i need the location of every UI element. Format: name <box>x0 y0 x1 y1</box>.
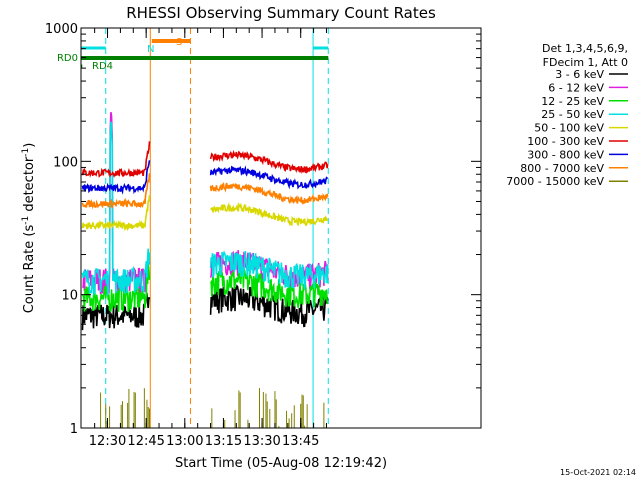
y-axis-label-end: ) <box>22 143 37 148</box>
y-tick-label-1: 1 <box>70 422 78 437</box>
series-100-300-keV <box>81 141 329 178</box>
y-tick-label-1000: 1000 <box>45 22 78 37</box>
series-25-50-keV <box>81 121 329 297</box>
y-tick-label-10: 10 <box>61 289 78 304</box>
x-axis-label: Start Time (05-Aug-08 12:19:42) <box>175 456 387 471</box>
axes: 1 10 100 1000 12:30 12:45 13:00 13:15 13:30 13:45 <box>45 22 482 449</box>
series-7000-15000-keV <box>100 388 327 428</box>
x-tick-label-13-15: 13:15 <box>205 434 242 449</box>
flag-n-label: N <box>147 44 154 55</box>
flag-rd0-label: RD0 <box>57 53 78 64</box>
series-line <box>209 149 329 175</box>
y-axis-label-sup1: -1 <box>21 216 31 225</box>
legend-label-12-25-keV: 12 - 25 keV <box>541 95 604 108</box>
flag-s-label: S <box>176 37 182 48</box>
x-tick-label-13-45: 13:45 <box>282 434 319 449</box>
legend-label-50-100-keV: 50 - 100 keV <box>534 122 604 135</box>
legend-header-2: FDecim 1, Att 0 <box>543 56 628 69</box>
x-tick-label-12-45: 12:45 <box>127 434 164 449</box>
legend-label-100-300-keV: 100 - 300 keV <box>527 135 604 148</box>
plot-area <box>81 28 329 428</box>
series-line <box>209 250 329 290</box>
series-line <box>81 121 151 297</box>
legend: Det 1,3,4,5,6,9, FDecim 1, Att 0 3 - 6 k… <box>506 42 628 188</box>
series-line <box>209 182 329 205</box>
series-line <box>209 165 328 190</box>
series-800-7000-keV <box>81 173 329 210</box>
series-line <box>81 141 151 178</box>
y-tick-label-100: 100 <box>53 155 78 170</box>
legend-label-7000-15000-keV: 7000 - 15000 keV <box>506 175 604 188</box>
y-axis-label-main: Count Rate (s <box>22 225 37 314</box>
y-axis-label-mid: detector <box>22 156 37 216</box>
flag-rd4-label: RD4 <box>92 61 113 72</box>
legend-label-3-6-keV: 3 - 6 keV <box>555 68 604 81</box>
series-line <box>209 267 329 308</box>
footer-timestamp: 15-Oct-2021 02:14 <box>560 468 636 477</box>
series-line <box>81 195 151 231</box>
series-line <box>81 292 151 331</box>
legend-label-6-12-keV: 6 - 12 keV <box>548 81 604 94</box>
x-tick-label-12-30: 12:30 <box>89 434 126 449</box>
y-axis-label-sup2: -1 <box>21 148 31 157</box>
plot-frame <box>80 27 482 429</box>
x-tick-label-13-30: 13:30 <box>243 434 280 449</box>
x-tick-label-13-00: 13:00 <box>166 434 203 449</box>
series-line <box>81 160 151 195</box>
series-50-100-keV <box>81 195 329 231</box>
flag-bars: N S RD0 RD4 <box>57 37 329 72</box>
series-300-800-keV <box>81 160 328 195</box>
chart-title: RHESSI Observing Summary Count Rates <box>126 4 436 22</box>
legend-label-800-7000-keV: 800 - 7000 keV <box>520 162 604 175</box>
series-line <box>210 201 329 227</box>
legend-label-300-800-keV: 300 - 800 keV <box>527 148 604 161</box>
legend-header-1: Det 1,3,4,5,6,9, <box>542 42 628 55</box>
y-axis-label: Count Rate (s-1 detector-1) <box>21 143 37 314</box>
series-line <box>81 173 151 210</box>
legend-label-25-50-keV: 25 - 50 keV <box>541 108 604 121</box>
